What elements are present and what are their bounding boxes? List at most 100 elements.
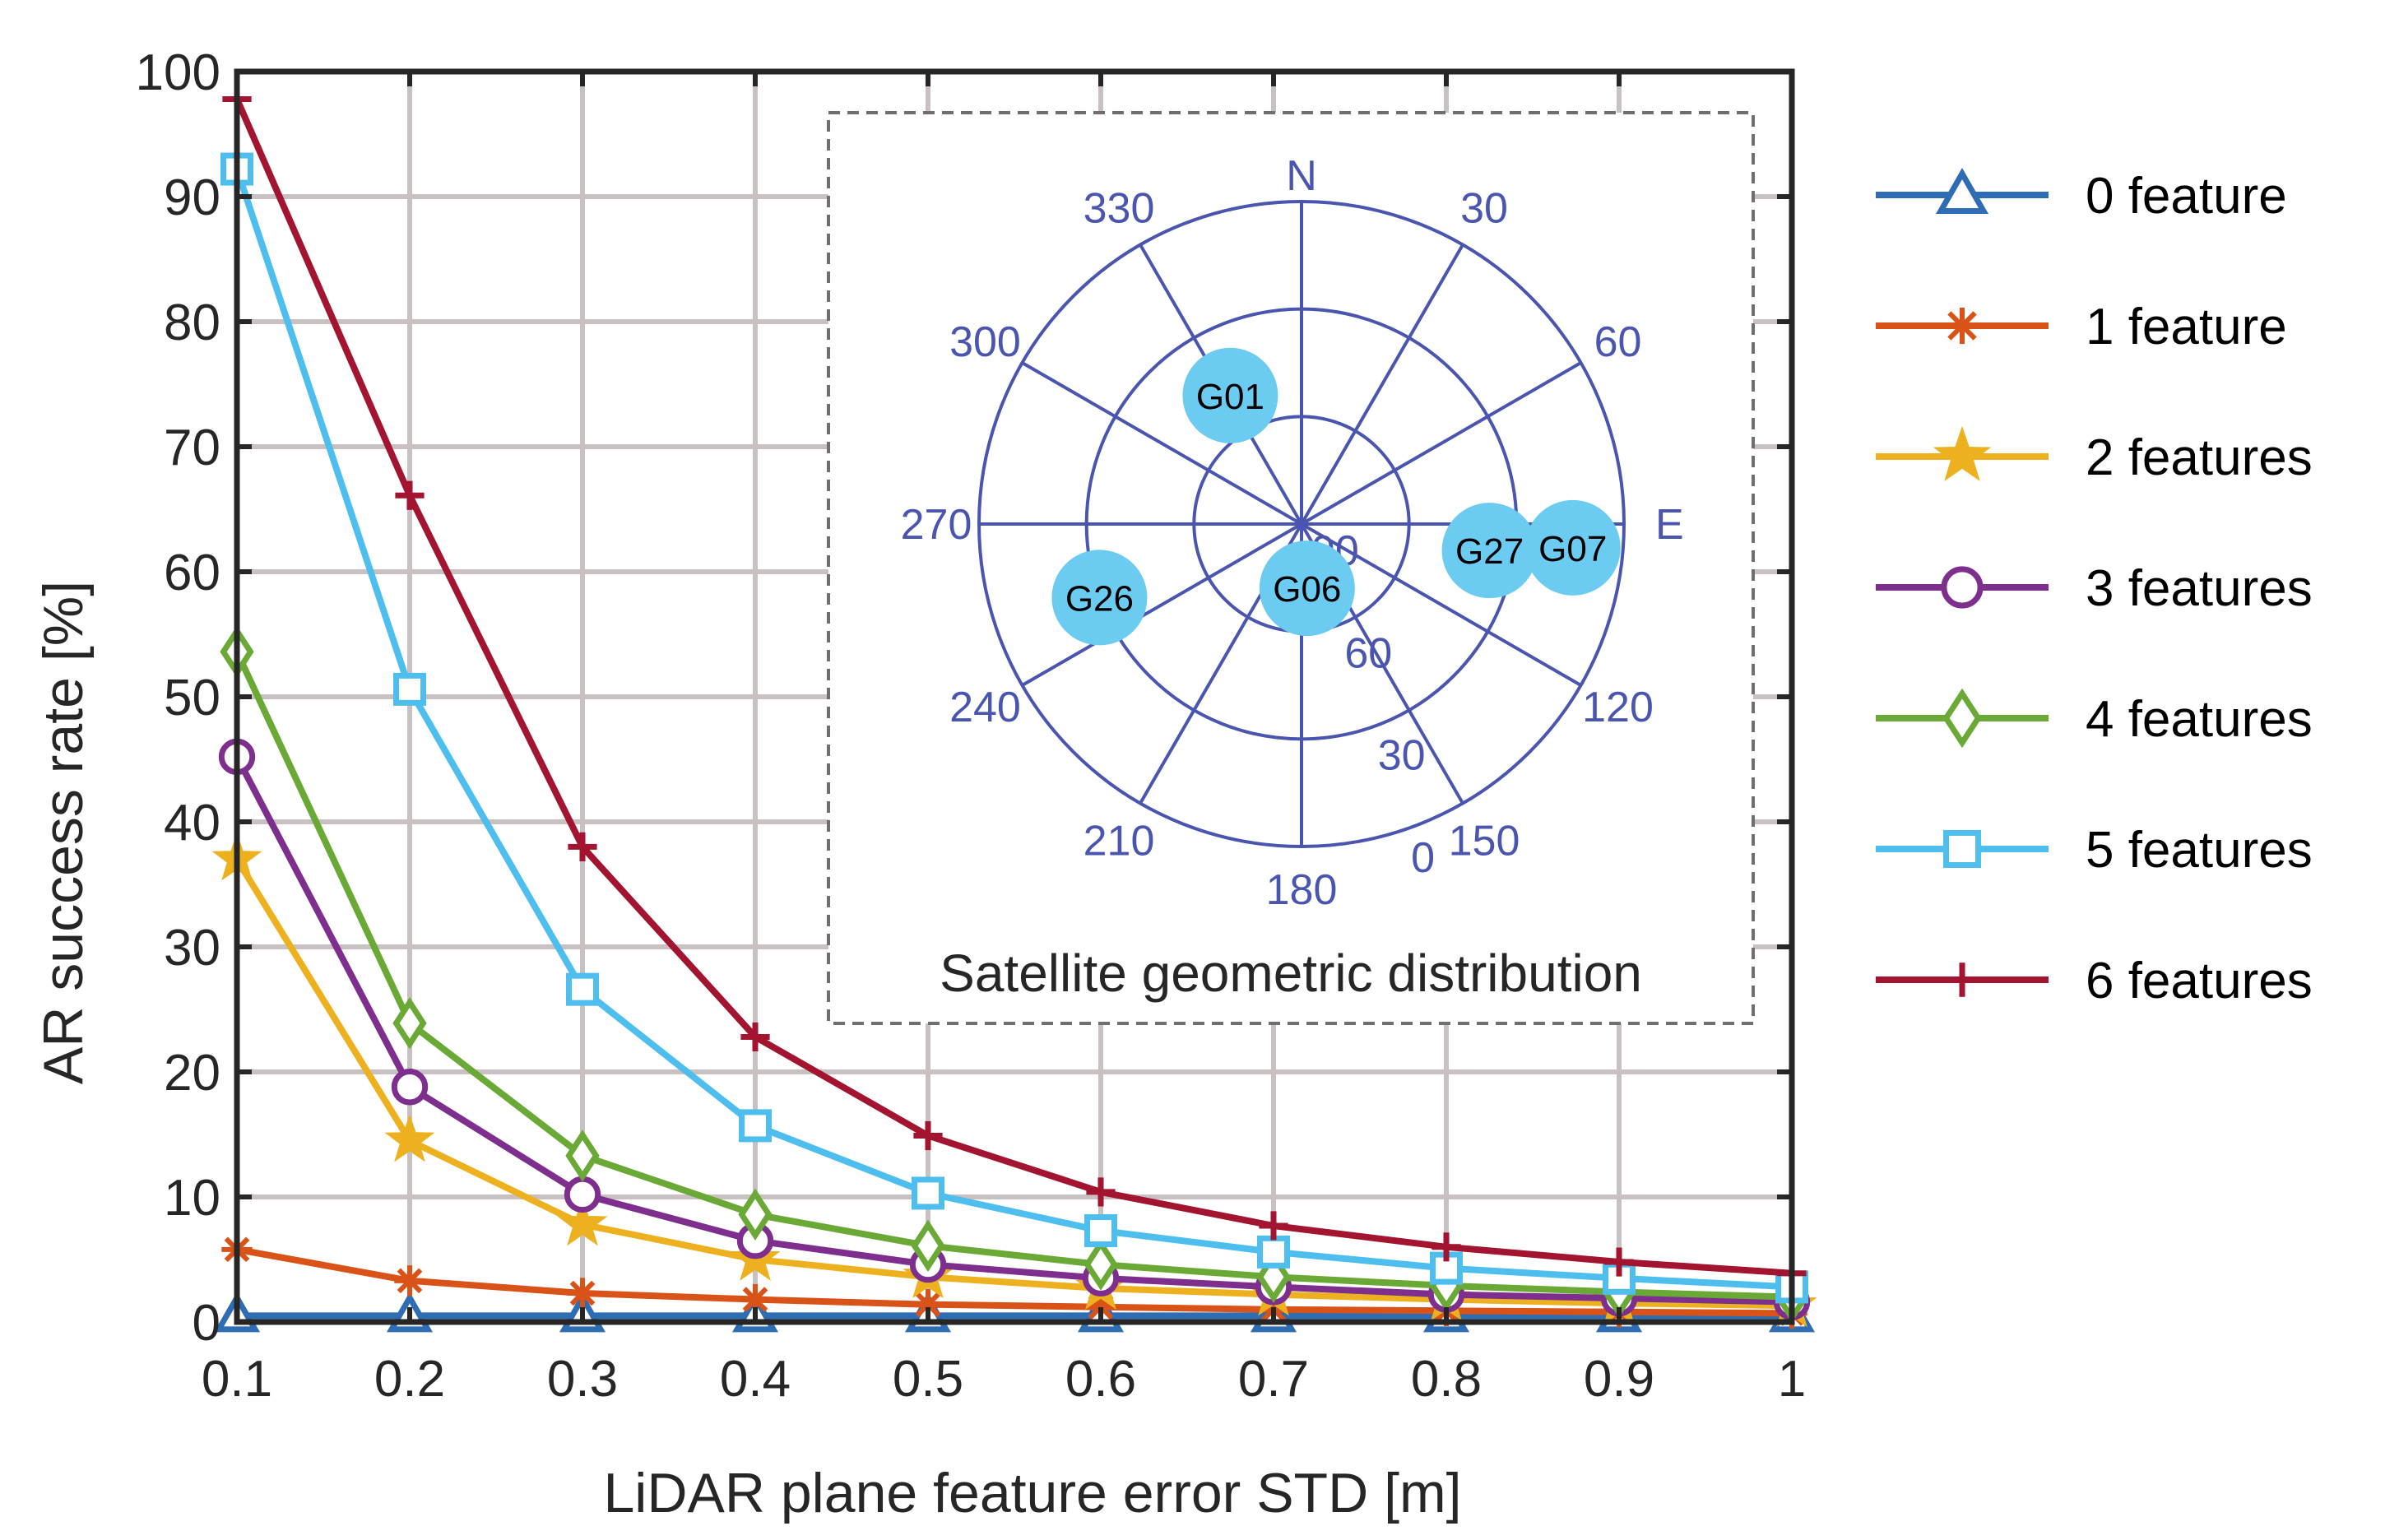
series-line [234,755,1793,1306]
x-axis-title: LiDAR plane feature error STD [m] [603,1462,1461,1524]
satellite-g27: G27 [1441,503,1538,599]
y-tick-label: 40 [164,795,220,851]
legend-entry: 4 features [1876,688,2313,749]
y-tick-label: 90 [164,169,220,226]
elevation-label: 0 [1411,834,1435,882]
data-point [395,480,425,510]
legend: 0 feature 1 feature 2 features 3 features 4 … [1876,167,2313,1009]
azimuth-label: 240 [949,684,1021,731]
elevation-label: 60 [1344,629,1392,677]
satellite-marker [1051,550,1148,646]
data-point [912,1176,944,1210]
data-point [1083,1238,1118,1291]
series-line [236,1245,1793,1317]
series-line [234,650,1793,1301]
data-point [392,997,427,1050]
data-point [911,1219,945,1272]
legend-entry: 3 features [1876,560,2313,617]
azimuth-label: 210 [1083,818,1155,865]
satellite-g07: G07 [1524,499,1621,596]
y-tick-label: 0 [193,1295,220,1352]
inset-border [827,111,1755,1025]
elevation-label: 30 [1378,732,1426,780]
marker-asterisk [1943,307,1981,345]
x-tick-label: 0.8 [1411,1351,1482,1408]
satellite-marker [1259,540,1355,637]
satellite-label: G01 [1196,377,1264,417]
azimuth-label: 150 [1449,818,1520,865]
marker-plus [1945,962,1979,997]
data-point [740,1022,770,1052]
legend-entry: 2 features [1876,425,2313,486]
data-point [557,1198,608,1246]
inset-title: Satellite geometric distribution [940,944,1642,1003]
marker-circle [1941,566,1984,609]
legend-entry: 5 features [1876,822,2313,879]
y-tick-label: 20 [164,1045,220,1102]
data-point [393,672,426,706]
data-point [565,1129,600,1182]
data-point [738,1188,773,1241]
data-point [566,972,599,1006]
y-tick-label: 100 [136,44,220,101]
marker-triangle [1935,167,1989,214]
y-tick-label: 10 [164,1170,220,1227]
x-tick-label: 0.9 [1584,1351,1654,1408]
azimuth-label: 300 [949,318,1021,366]
x-tick-label: 0.3 [547,1351,618,1408]
legend-label: 6 features [2086,953,2313,1009]
x-tick-label: 0.5 [893,1351,963,1408]
marker-pentagram [1933,425,1992,481]
azimuth-spoke [1139,244,1464,805]
data-point [740,1283,771,1315]
data-point [1604,1247,1634,1277]
azimuth-label: 270 [901,501,972,549]
data-point [394,1265,425,1296]
x-tick-label: 0.2 [374,1351,445,1408]
satellite-g06: G06 [1259,540,1355,637]
data-point [564,1176,601,1213]
x-tick-label: 0.1 [202,1351,272,1408]
data-point [391,1069,429,1106]
legend-label: 2 features [2086,429,2313,486]
north-label: N [1286,152,1317,200]
satellite-label: G27 [1455,531,1524,572]
marker-diamond [1942,688,1982,749]
legend-label: 0 feature [2086,168,2287,225]
data-point [568,832,597,861]
x-tick-label: 0.4 [720,1351,791,1408]
x-tick-label: 0.6 [1065,1351,1136,1408]
y-tick-label: 70 [164,420,220,476]
series-line [234,97,1793,1277]
skyplot-inset: NE30601201501802102402703003309060300G01… [827,111,1755,1025]
azimuth-label: 30 [1460,184,1508,232]
legend-label: 4 features [2086,691,2313,748]
legend-entry: 1 feature [1876,299,2287,355]
data-point [1257,1235,1290,1269]
satellite-label: G06 [1273,569,1341,610]
satellite-g01: G01 [1182,347,1278,443]
satellite-marker [1182,347,1278,443]
azimuth-label: 180 [1266,866,1338,914]
data-point [1086,1177,1116,1207]
y-tick-label: 60 [164,545,220,601]
azimuth-label: 60 [1594,318,1642,366]
legend-label: 3 features [2086,560,2313,617]
data-point [1259,1211,1288,1241]
east-label: E [1655,501,1684,549]
data-point [1084,1214,1117,1248]
satellite-label: G26 [1065,578,1134,619]
satellite-g26: G26 [1051,550,1148,646]
series-line [234,857,1793,1310]
series-line [234,168,1793,1291]
data-point [1432,1232,1461,1262]
plot-series [211,84,1817,1333]
satellite-marker [1524,499,1621,596]
satellite-label: G07 [1538,529,1607,569]
y-tick-label: 80 [164,295,220,351]
data-point [913,1120,943,1151]
legend-label: 5 features [2086,822,2313,879]
y-axis-title: AR success rate [%] [32,581,95,1084]
legend-label: 1 feature [2086,299,2287,355]
